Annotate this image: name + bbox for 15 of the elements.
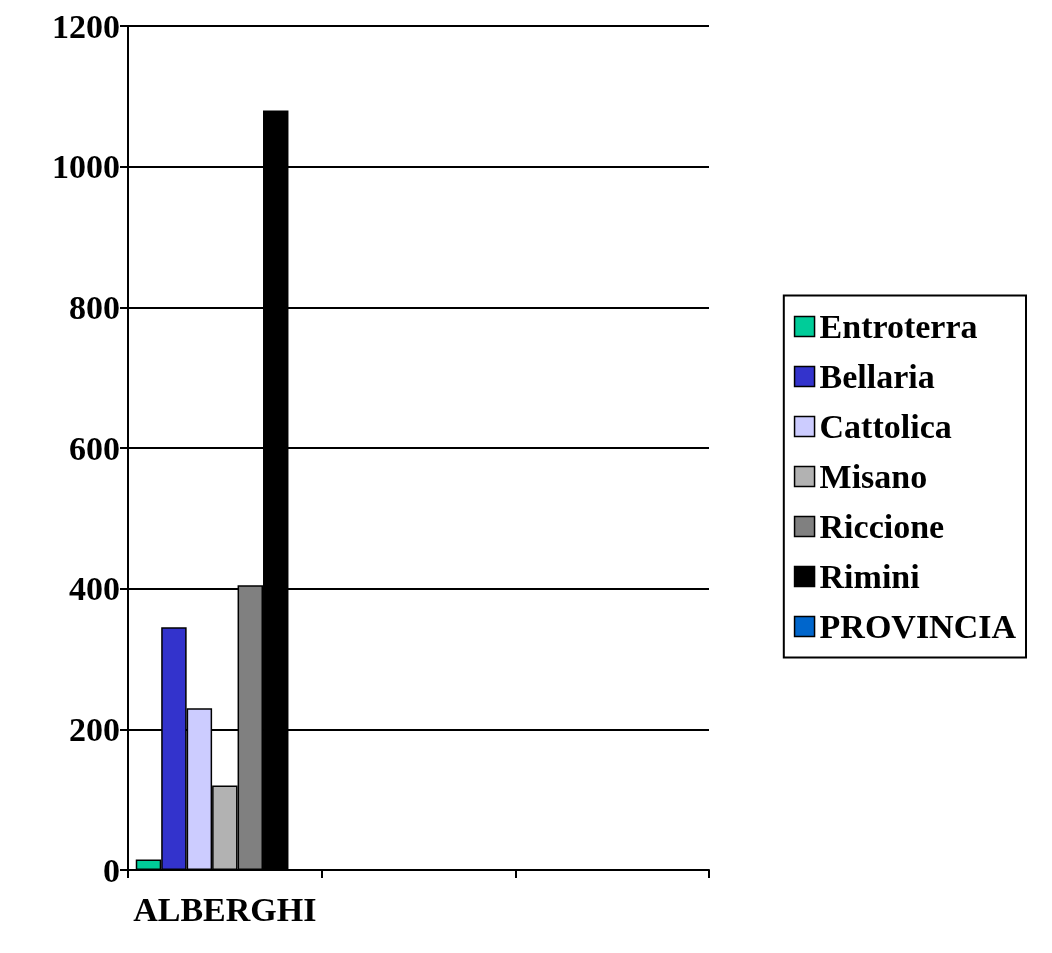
legend-label: PROVINCIA [819,608,1017,645]
legend-label: Rimini [819,558,920,595]
y-tick-label: 1000 [52,148,120,186]
legend-label: Riccione [819,508,945,545]
y-tick-label: 600 [69,429,120,467]
x-tick-label: ALBERGHI [133,890,317,928]
y-tick-label: 0 [103,851,120,889]
y-tick-label: 200 [69,710,120,748]
y-tick-label: 1200 [52,7,120,45]
legend-label: Bellaria [819,358,935,395]
y-tick-label: 800 [69,288,120,326]
legend-label: Cattolica [819,408,952,445]
legend-label: Entroterra [819,308,978,345]
legend-label: Misano [819,458,928,495]
y-tick-label: 400 [69,570,120,608]
